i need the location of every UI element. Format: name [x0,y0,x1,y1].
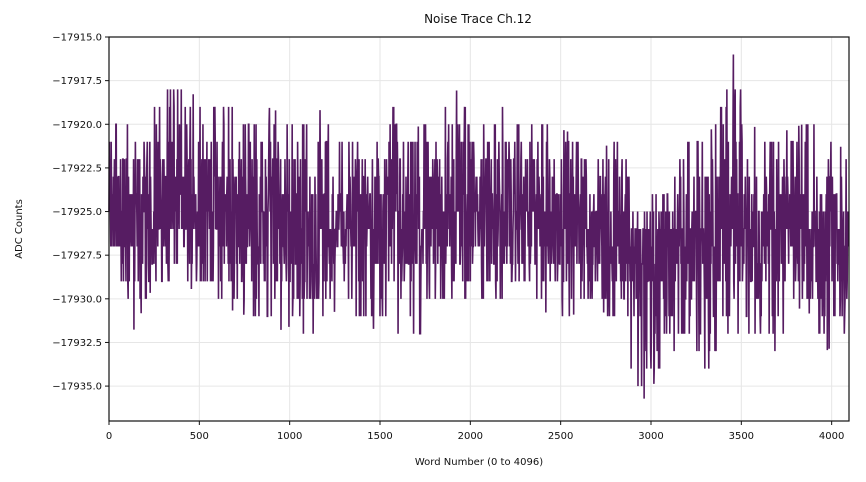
y-tick-label: −17932.5 [52,338,102,349]
chart-title: Noise Trace Ch.12 [424,12,532,26]
x-tick-label: 3500 [729,431,754,442]
y-tick-label: −17922.5 [52,163,102,174]
x-axis-ticks: 0 500 1000 1500 2000 2500 3000 3500 4000 [106,421,844,442]
y-tick-label: −17930.0 [52,294,102,305]
y-tick-label: −17925.0 [52,207,102,218]
x-tick-label: 1500 [367,431,392,442]
x-tick-label: 500 [190,431,209,442]
x-tick-label: 2000 [458,431,483,442]
y-axis-ticks: −17915.0 −17917.5 −17920.0 −17922.5 −17925.0… [52,33,109,393]
x-tick-label: 3000 [638,431,663,442]
plot-frame [108,36,850,422]
x-tick-label: 2500 [548,431,573,442]
y-tick-label: −17917.5 [52,76,102,87]
x-tick-label: 1000 [277,431,302,442]
x-tick-label: 4000 [819,431,844,442]
trace-series-line [108,54,850,399]
y-tick-label: −17927.5 [52,251,102,262]
y-tick-label: −17915.0 [52,33,102,44]
trace-line [108,54,850,399]
y-tick-label: −17935.0 [52,382,102,393]
y-axis-label: ADC Counts [14,199,25,259]
y-tick-label: −17920.0 [52,120,102,131]
x-axis-label: Word Number (0 to 4096) [415,457,543,468]
x-tick-label: 0 [106,431,112,442]
